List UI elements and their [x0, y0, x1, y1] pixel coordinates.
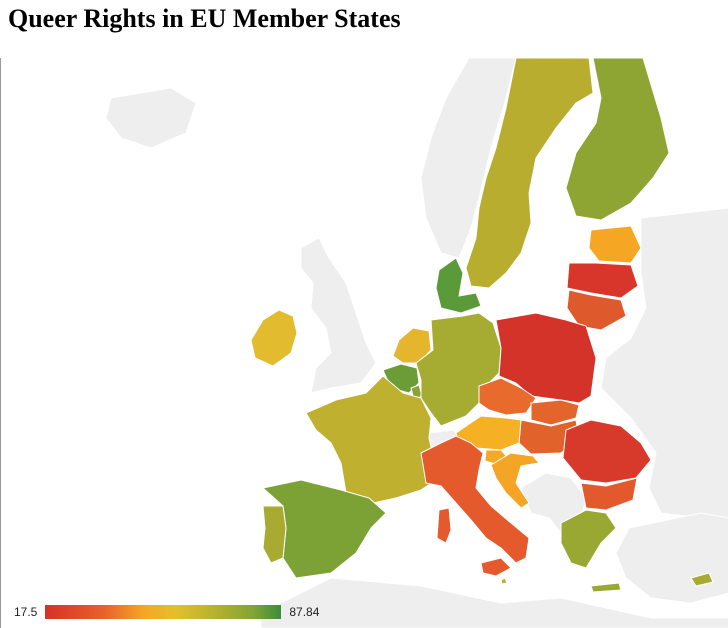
region-czechia[interactable] — [478, 377, 537, 416]
region-denmark[interactable] — [435, 257, 482, 314]
region-finland[interactable] — [565, 58, 670, 221]
region-sardinia[interactable] — [436, 507, 452, 544]
region-portugal[interactable] — [262, 505, 287, 564]
region-croatia[interactable] — [490, 452, 540, 509]
region-sicily[interactable] — [480, 557, 512, 577]
map-frame[interactable] — [0, 58, 728, 628]
choropleth-map[interactable] — [1, 58, 728, 628]
legend-min-label: 17.5 — [14, 605, 38, 619]
region-sweden[interactable] — [465, 58, 594, 289]
region-italy[interactable] — [420, 435, 530, 564]
region-poland[interactable] — [495, 312, 597, 404]
legend-max-label: 87.84 — [289, 605, 320, 619]
region-slovakia[interactable] — [530, 399, 580, 426]
region-cyprus[interactable] — [690, 572, 714, 587]
region-malta[interactable] — [500, 577, 508, 585]
region-estonia[interactable] — [588, 225, 642, 264]
region-latvia[interactable] — [566, 262, 639, 299]
region-lithuania[interactable] — [566, 289, 627, 331]
great-britain-land — [300, 237, 377, 394]
turkey-land — [615, 512, 728, 604]
iceland-land — [105, 87, 197, 149]
legend-gradient-bar — [45, 605, 282, 619]
region-greece[interactable] — [560, 509, 617, 569]
map-title: Queer Rights in EU Member States — [8, 4, 401, 33]
color-legend: 17.5 87.84 — [14, 603, 319, 621]
region-ireland[interactable] — [250, 309, 298, 367]
eu-countries — [250, 58, 714, 593]
region-crete[interactable] — [590, 582, 622, 593]
north-africa-land — [260, 577, 728, 628]
norway-land — [420, 58, 517, 259]
region-romania[interactable] — [562, 419, 652, 484]
region-bulgaria[interactable] — [580, 477, 638, 511]
